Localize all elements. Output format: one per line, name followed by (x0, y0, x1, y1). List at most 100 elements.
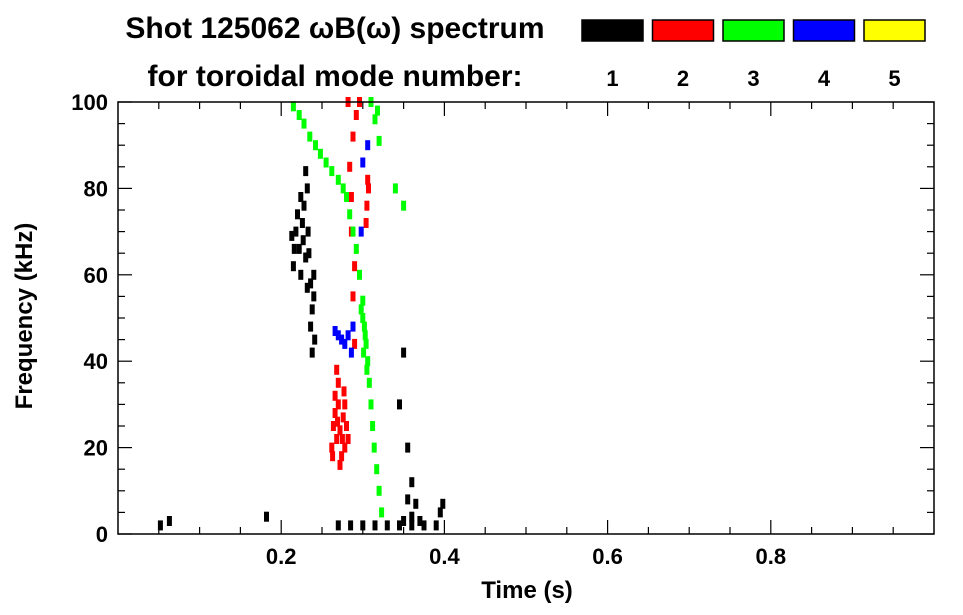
point-2-30 (363, 218, 369, 228)
point-1-44 (157, 520, 163, 531)
point-1-34 (401, 516, 407, 526)
point-2-27 (352, 261, 358, 272)
point-3-20 (368, 399, 374, 410)
point-3-30 (364, 364, 370, 375)
point-1-32 (433, 520, 439, 531)
point-3-11 (347, 209, 353, 220)
point-3-22 (371, 442, 377, 453)
point-3-0 (290, 101, 296, 112)
point-1-9 (304, 282, 310, 293)
point-2-18 (335, 416, 340, 427)
legend-label-1: 1 (606, 66, 618, 91)
point-1-27 (372, 520, 378, 531)
point-2-9 (344, 421, 349, 431)
point-2-1 (330, 421, 336, 431)
point-3-24 (376, 485, 382, 496)
point-3-2 (301, 118, 307, 129)
legend-swatch-4 (792, 19, 856, 42)
legend-swatch-3 (722, 19, 785, 42)
point-3-15 (360, 295, 366, 306)
point-2-17 (345, 434, 351, 444)
point-1-35 (417, 516, 423, 526)
point-3-26 (360, 313, 366, 323)
point-2-0 (329, 442, 335, 453)
point-3-33 (376, 135, 382, 146)
point-2-3 (334, 434, 340, 444)
axis-ticks: 0.2 0.4 0.6 0.8 0 20 40 60 80 100 (71, 90, 934, 569)
point-4-0 (332, 326, 338, 336)
series-4 (332, 140, 371, 358)
point-3-25 (379, 507, 385, 518)
x-axis-label: Time (s) (481, 577, 573, 604)
point-2-10 (332, 390, 338, 401)
x-tick-label: 0.8 (756, 544, 787, 569)
point-1-15 (303, 166, 309, 177)
point-1-0 (289, 230, 295, 241)
point-1-42 (397, 399, 402, 410)
point-2-29 (366, 183, 371, 194)
point-2-31 (365, 174, 371, 185)
point-2-25 (348, 192, 354, 202)
legend-label-4: 4 (818, 66, 831, 91)
point-1-13 (311, 269, 317, 280)
point-4-6 (350, 321, 356, 332)
point-2-15 (330, 451, 336, 462)
point-2-23 (350, 291, 356, 302)
legend-swatch-5 (863, 19, 926, 42)
point-4-5 (348, 347, 354, 358)
point-2-16 (342, 399, 348, 410)
point-2-13 (337, 459, 343, 470)
point-1-16 (308, 321, 314, 332)
plot-frame (117, 101, 935, 535)
legend-swatch-1 (581, 19, 644, 42)
y-tick-label: 100 (71, 90, 108, 115)
point-3-27 (362, 330, 368, 341)
point-2-2 (332, 408, 338, 418)
point-1-30 (409, 520, 415, 531)
point-1-24 (335, 520, 341, 531)
chart-title: Shot 125062 ωB(ω) spectrum (125, 12, 544, 45)
point-3-16 (361, 321, 367, 332)
point-2-14 (339, 434, 345, 444)
point-1-12 (309, 304, 315, 315)
chart-subtitle: for toroidal mode number: (148, 60, 523, 93)
point-2-7 (340, 412, 346, 423)
point-2-24 (352, 338, 358, 349)
legend: 1 2 3 4 5 (581, 19, 926, 91)
point-1-41 (401, 347, 407, 358)
y-tick-label: 20 (84, 436, 108, 461)
y-tick-label: 0 (96, 522, 108, 547)
point-1-26 (360, 520, 366, 531)
point-1-33 (409, 511, 415, 522)
legend-label-2: 2 (677, 66, 689, 91)
point-1-14 (304, 183, 310, 194)
point-3-13 (353, 243, 359, 254)
point-1-1 (290, 261, 296, 272)
point-4-4 (345, 330, 351, 341)
point-3-10 (344, 192, 349, 202)
plot-area: 0.2 0.4 0.6 0.8 0 20 40 60 80 100 (71, 90, 935, 569)
point-1-39 (437, 507, 443, 518)
point-1-38 (413, 498, 419, 509)
point-1-21 (312, 334, 318, 345)
point-1-43 (405, 442, 411, 453)
point-2-11 (335, 377, 341, 388)
point-3-34 (375, 105, 380, 116)
legend-label-5: 5 (888, 66, 900, 91)
point-1-10 (306, 248, 312, 259)
point-1-36 (405, 494, 411, 505)
series-3 (290, 97, 407, 518)
point-3-18 (365, 356, 371, 367)
point-3-14 (357, 269, 362, 280)
point-2-8 (342, 442, 348, 453)
point-3-3 (307, 131, 313, 142)
legend-label-3: 3 (747, 66, 759, 91)
point-4-7 (365, 140, 371, 151)
point-2-6 (339, 451, 345, 462)
point-4-9 (358, 226, 364, 237)
point-1-3 (295, 209, 300, 220)
series-1 (157, 166, 446, 531)
point-1-25 (348, 520, 354, 531)
point-1-4 (296, 243, 302, 254)
point-2-12 (334, 364, 340, 375)
